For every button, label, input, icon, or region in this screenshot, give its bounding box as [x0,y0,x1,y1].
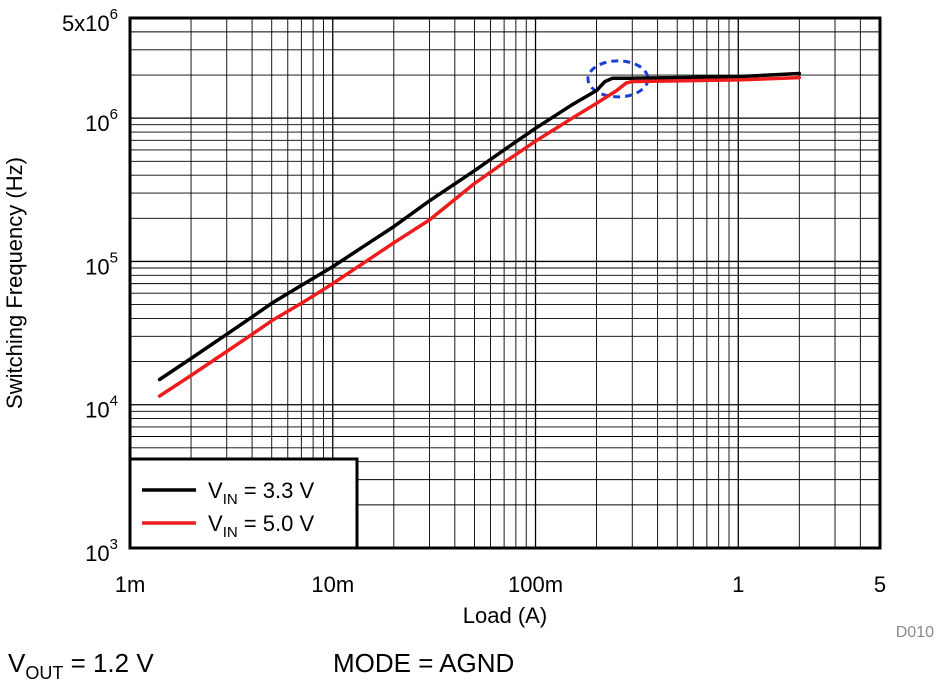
x-tick-label: 1m [115,572,146,597]
mode-condition: MODE = AGND [333,648,514,678]
figure-id: D010 [896,624,934,641]
x-tick-label: 1 [732,572,744,597]
x-tick-label: 100m [508,572,563,597]
y-tick-label: 105 [85,249,118,279]
vout-value: = 1.2 V [63,648,154,678]
plot-frame [128,16,882,550]
x-tick-label: 10m [311,572,354,597]
vout-main: V [8,648,26,678]
y-tick-label: 103 [85,536,118,566]
x-axis-title: Load (A) [463,603,547,628]
y-tick-labels: 103 104 105 106 5x106 [62,6,118,566]
y-tick-label: 104 [85,393,118,423]
y-axis-title: Switching Frequency (Hz) [2,157,27,409]
x-tick-label: 5 [874,572,886,597]
y-tick-label: 5x106 [62,6,118,36]
y-tick-label: 106 [85,106,118,136]
series-line-2 [157,75,802,398]
series-layer [157,71,802,398]
legend-box [128,457,359,550]
x-tick-labels: 1m 10m 100m 1 5 [115,572,886,597]
legend-label-2: VIN = 5.0 V [208,511,314,541]
grid [129,17,881,549]
legend-label-1: VIN = 3.3 V [208,478,314,508]
vout-sub: OUT [25,663,63,683]
series-line-1 [157,71,802,382]
vout-condition: VOUT = 1.2 V [8,648,154,683]
